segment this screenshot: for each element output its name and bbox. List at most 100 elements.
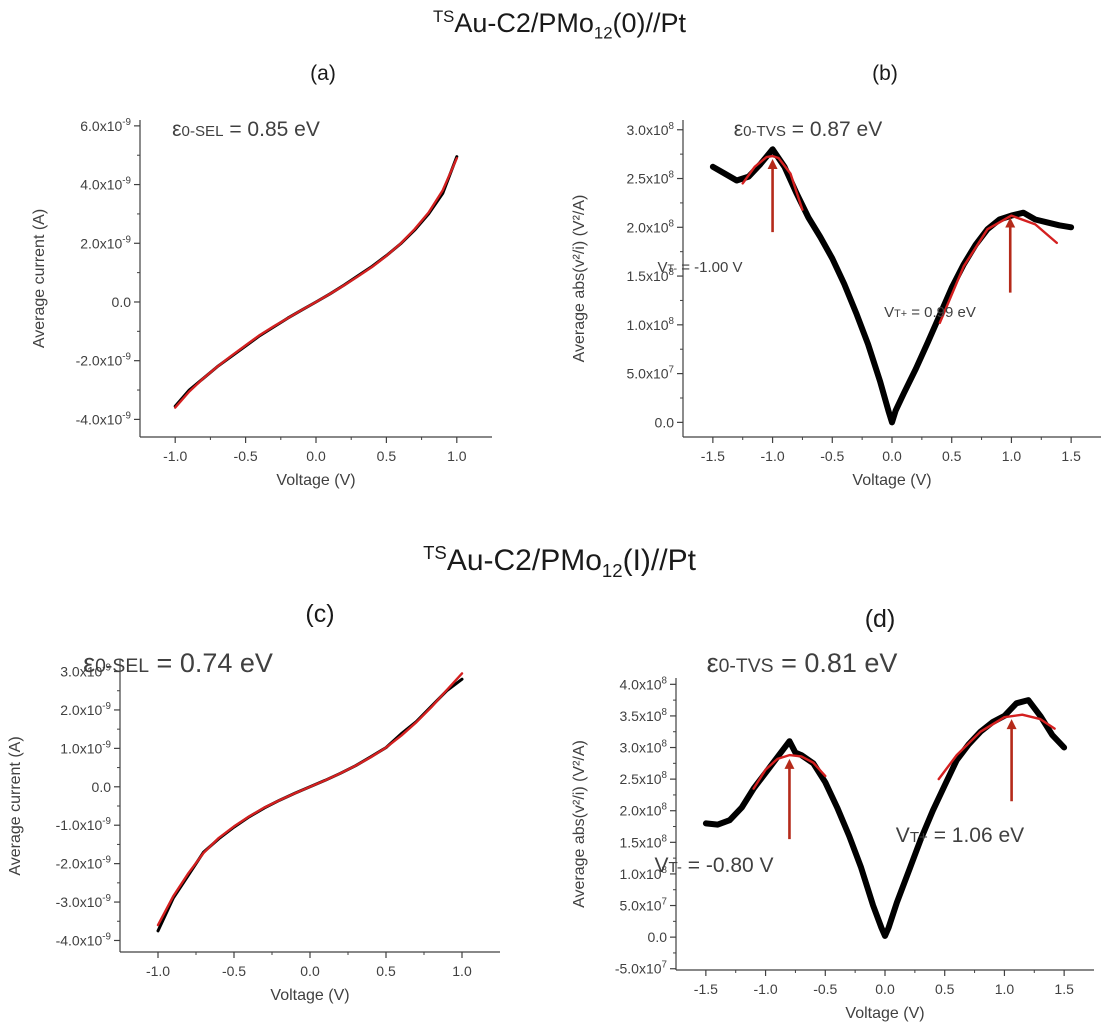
- y-axis-label: Average current (A): [31, 209, 48, 348]
- x-tick-label: 1.5: [1061, 448, 1081, 464]
- x-tick-label: -0.5: [820, 448, 844, 464]
- y-tick-label: -1.0x10-9: [56, 816, 111, 833]
- fit-series-line: [937, 713, 1056, 781]
- data-series-line: [156, 677, 464, 933]
- y-axis-label: Average abs(v²/i) (V²/A): [571, 195, 588, 363]
- y-tick-label: 2.0x108: [627, 218, 675, 235]
- arrow-head: [1006, 719, 1017, 730]
- x-tick-label: 0.5: [935, 981, 955, 997]
- x-tick-label: -1.0: [754, 981, 778, 997]
- x-axis-label: Voltage (V): [845, 1005, 924, 1022]
- chart-c: -1.0 -0.5 0.0 0.5 1.0 -4.0x10-9 -3.0x10-9 -2.0x…: [7, 648, 500, 1004]
- x-tick-label: 0.0: [300, 963, 320, 979]
- y-tick-label: 1.5x108: [620, 833, 668, 850]
- y-tick-label: 4.0x108: [620, 675, 668, 692]
- x-tick-label: 0.0: [875, 981, 895, 997]
- y-tick-label: 0.0: [112, 294, 132, 310]
- x-tick-label: 1.0: [995, 981, 1015, 997]
- y-tick-label: 1.0x108: [627, 316, 675, 333]
- annotation-1: VT- = -1.00 V: [657, 259, 742, 276]
- title-bottom-subscript: 12: [601, 560, 623, 581]
- title-top-main: Au-C2/PMo: [454, 8, 594, 38]
- x-tick-label: 0.5: [377, 448, 397, 464]
- y-tick-label: 6.0x10-9: [80, 117, 131, 134]
- fit-series-line: [173, 157, 458, 409]
- x-axis-label: Voltage (V): [270, 987, 349, 1004]
- y-tick-label: 0.0: [648, 929, 668, 945]
- panel-label-d: (d): [864, 605, 896, 633]
- y-tick-label: -5.0x107: [615, 960, 667, 977]
- x-tick-label: -0.5: [234, 448, 258, 464]
- title-bottom-main: Au-C2/PMo: [446, 544, 602, 577]
- y-tick-label: 5.0x107: [620, 897, 668, 914]
- panel-label-c: (c): [305, 600, 335, 628]
- annotation-0: ε0-TVS = 0.87 eV: [734, 118, 882, 141]
- chart-a: -1.0 -0.5 0.0 0.5 1.0 -4.0x10-9 -2.0x10-9 0.0 2.…: [31, 117, 492, 489]
- y-tick-label: 3.5x108: [620, 707, 668, 724]
- chart-b: -1.5 -1.0 -0.5 0.0 0.5 1.0 1.5 0.0 5.0x107 1.0x10…: [571, 118, 1101, 489]
- y-tick-label: 2.5x108: [620, 770, 668, 787]
- panel-label-a: (a): [310, 62, 336, 85]
- y-tick-label: 3.0x108: [620, 739, 668, 756]
- x-axis-label: Voltage (V): [276, 472, 355, 489]
- x-tick-label: 1.5: [1054, 981, 1074, 997]
- x-tick-label: -0.5: [813, 981, 837, 997]
- x-tick-label: 0.5: [376, 963, 396, 979]
- y-tick-label: 1.5x108: [627, 267, 675, 284]
- y-tick-label: 3.0x10-9: [60, 663, 111, 680]
- x-tick-label: 1.0: [452, 963, 472, 979]
- y-tick-label: 0.0: [92, 779, 112, 795]
- fit-series-line: [741, 154, 804, 211]
- annotation-0: ε0-SEL = 0.74 eV: [83, 648, 273, 678]
- x-tick-label: 0.5: [942, 448, 962, 464]
- y-tick-label: 2.0x10-9: [80, 234, 131, 251]
- x-tick-label: -1.0: [146, 963, 170, 979]
- title-bottom-tail: (I)//Pt: [622, 544, 696, 577]
- x-tick-label: -1.0: [163, 448, 187, 464]
- y-tick-label: 0.0: [655, 414, 675, 430]
- x-tick-label: 0.0: [882, 448, 902, 464]
- data-series-line: [173, 155, 459, 408]
- panel-label-b: (b): [872, 62, 898, 85]
- x-tick-label: -1.5: [694, 981, 718, 997]
- annotation-0: ε0-TVS = 0.81 eV: [707, 648, 898, 678]
- y-tick-label: -2.0x10-9: [76, 352, 131, 369]
- x-tick-label: 0.0: [306, 448, 326, 464]
- y-tick-label: -4.0x10-9: [56, 931, 111, 948]
- x-tick-label: -1.5: [701, 448, 725, 464]
- y-tick-label: -2.0x10-9: [56, 855, 111, 872]
- data-series-line: [709, 146, 1075, 426]
- fit-series-line: [938, 214, 1058, 325]
- y-tick-label: 3.0x108: [627, 121, 675, 138]
- y-tick-label: 2.5x108: [627, 170, 675, 187]
- y-tick-label: 1.0x108: [620, 865, 668, 882]
- y-tick-label: -3.0x10-9: [56, 893, 111, 910]
- y-tick-label: 4.0x10-9: [80, 176, 131, 193]
- annotation-0: ε0-SEL = 0.85 eV: [172, 118, 320, 141]
- annotation-1: VT- = -0.80 V: [654, 854, 773, 877]
- arrow-head: [767, 159, 778, 170]
- chart-d: -1.5 -1.0 -0.5 0.0 0.5 1.0 1.5 -5.0x107 0.0 5.0x1…: [571, 648, 1094, 1022]
- fit-series-line: [156, 672, 464, 927]
- x-tick-label: -1.0: [761, 448, 785, 464]
- y-axis-label: Average abs(v²/i) (V²/A): [571, 740, 588, 908]
- title-top-tail: (0)//Pt: [612, 8, 687, 38]
- title-bottom-superscript: TS: [423, 542, 447, 563]
- annotation-2: VT+ = 0.99 eV: [884, 304, 976, 321]
- arrow-head: [1005, 217, 1016, 228]
- y-tick-label: 1.0x10-9: [60, 739, 111, 756]
- x-tick-label: 1.0: [447, 448, 467, 464]
- row-title-top: TSAu-C2/PMo12(0)//Pt: [0, 8, 1119, 43]
- title-top-subscript: 12: [593, 23, 613, 43]
- arrow-head: [784, 758, 795, 769]
- y-axis-label: Average current (A): [7, 736, 24, 875]
- x-tick-label: -0.5: [222, 963, 246, 979]
- y-tick-label: -4.0x10-9: [76, 410, 131, 427]
- x-axis-label: Voltage (V): [852, 472, 931, 489]
- y-tick-label: 2.0x108: [620, 802, 668, 819]
- x-tick-label: 1.0: [1002, 448, 1022, 464]
- row-title-bottom: TSAu-C2/PMo12(I)//Pt: [0, 542, 1119, 581]
- fit-series-line: [752, 753, 827, 790]
- annotation-2: VT+ = 1.06 eV: [896, 824, 1024, 847]
- y-tick-label: 5.0x107: [627, 365, 675, 382]
